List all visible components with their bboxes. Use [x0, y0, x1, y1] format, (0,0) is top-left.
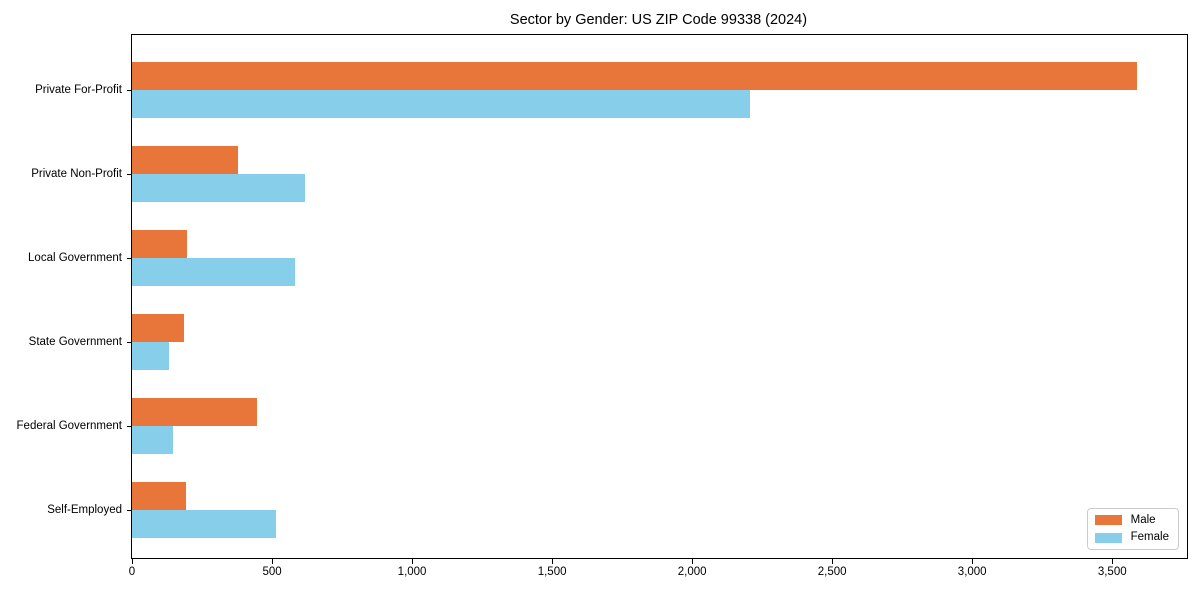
plot-area: Male Female Private For-Profit Private No… — [17, 34, 1188, 578]
bar-male-private-for-profit — [132, 62, 1137, 90]
bar-male-state-government — [132, 314, 185, 342]
y-tick-mark-private-non-profit — [126, 173, 131, 175]
bar-female-state-government — [132, 342, 169, 370]
x-tick-label-500: 500 — [262, 566, 282, 578]
y-tick-label-self-employed: Self-Employed — [47, 504, 122, 516]
y-tick-mark-federal-government — [126, 425, 131, 427]
y-tick-mark-local-government — [126, 257, 131, 259]
y-tick-label-private-for-profit: Private For-Profit — [35, 84, 122, 96]
legend-item-female: Female — [1094, 531, 1169, 544]
y-tick-mark-private-for-profit — [126, 89, 131, 91]
x-tick-mark-2500 — [831, 559, 833, 564]
x-tick-mark-2000 — [691, 559, 693, 564]
bar-female-local-government — [132, 258, 295, 286]
legend-label-female: Female — [1130, 531, 1169, 544]
x-tick-label-0: 0 — [128, 566, 136, 578]
legend: Male Female — [1086, 507, 1179, 550]
bar-female-federal-government — [132, 426, 173, 454]
legend-label-male: Male — [1130, 513, 1156, 526]
x-tick-label-1000: 1,000 — [397, 566, 427, 578]
x-tick-label-2000: 2,000 — [677, 566, 707, 578]
x-tick-mark-1000 — [411, 559, 413, 564]
bar-female-self-employed — [132, 510, 277, 538]
x-tick-label-2500: 2,500 — [817, 566, 847, 578]
legend-swatch-female — [1094, 532, 1122, 543]
bar-male-self-employed — [132, 482, 186, 510]
x-tick-mark-3000 — [971, 559, 973, 564]
bar-female-private-for-profit — [132, 90, 751, 118]
x-tick-mark-0 — [131, 559, 133, 564]
chart-title: Sector by Gender: US ZIP Code 99338 (202… — [509, 12, 808, 28]
legend-swatch-male — [1094, 515, 1122, 526]
bar-male-local-government — [132, 230, 187, 258]
x-tick-mark-1500 — [551, 559, 553, 564]
y-tick-label-local-government: Local Government — [28, 252, 122, 264]
y-tick-label-private-non-profit: Private Non-Profit — [31, 168, 122, 180]
y-tick-mark-self-employed — [126, 509, 131, 511]
legend-item-male: Male — [1094, 513, 1169, 527]
bar-female-private-non-profit — [132, 174, 306, 202]
x-tick-label-1500: 1,500 — [537, 566, 567, 578]
x-tick-mark-3500 — [1111, 559, 1113, 564]
y-tick-label-state-government: State Government — [28, 336, 122, 348]
x-tick-label-3000: 3,000 — [957, 566, 987, 578]
x-tick-mark-500 — [271, 559, 273, 564]
y-tick-label-federal-government: Federal Government — [16, 420, 122, 432]
bar-male-private-non-profit — [132, 146, 238, 174]
y-tick-mark-state-government — [126, 341, 131, 343]
bar-male-federal-government — [132, 398, 257, 426]
x-tick-label-3500: 3,500 — [1097, 566, 1127, 578]
